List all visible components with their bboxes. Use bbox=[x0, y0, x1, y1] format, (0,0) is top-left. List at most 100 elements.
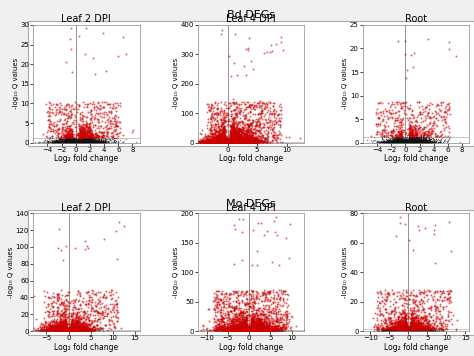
Point bbox=[242, 138, 250, 143]
Point bbox=[92, 139, 100, 145]
Point bbox=[230, 140, 238, 146]
Point bbox=[76, 116, 83, 122]
Point bbox=[433, 138, 440, 144]
Point bbox=[394, 139, 401, 145]
Point bbox=[395, 326, 403, 331]
Point bbox=[61, 328, 69, 334]
Point bbox=[238, 328, 246, 333]
Point bbox=[413, 138, 421, 144]
Point bbox=[203, 140, 210, 145]
Point bbox=[242, 131, 250, 136]
Point bbox=[83, 138, 91, 144]
Point bbox=[265, 328, 273, 334]
Point bbox=[397, 140, 404, 145]
Point bbox=[402, 140, 410, 145]
Point bbox=[237, 328, 244, 334]
Point bbox=[240, 328, 247, 334]
Point bbox=[111, 137, 119, 143]
Point bbox=[213, 140, 220, 145]
Point bbox=[217, 139, 224, 145]
Point bbox=[233, 138, 240, 144]
Point bbox=[229, 139, 237, 145]
Point bbox=[86, 138, 93, 144]
Point bbox=[246, 328, 254, 334]
Point bbox=[77, 134, 84, 140]
Point bbox=[89, 140, 97, 145]
Point bbox=[227, 140, 235, 145]
Point bbox=[65, 328, 73, 333]
Point bbox=[250, 328, 258, 334]
Point bbox=[406, 140, 413, 146]
Point bbox=[413, 327, 420, 333]
Point bbox=[252, 328, 260, 334]
Point bbox=[422, 139, 430, 145]
Point bbox=[66, 137, 73, 143]
Point bbox=[397, 328, 405, 333]
Point bbox=[241, 139, 248, 145]
Point bbox=[250, 325, 258, 331]
Point bbox=[226, 328, 233, 333]
Point bbox=[401, 328, 409, 334]
Point bbox=[80, 320, 88, 326]
Point bbox=[84, 139, 91, 145]
Point bbox=[67, 140, 75, 146]
Point bbox=[262, 328, 269, 333]
Point bbox=[386, 319, 393, 325]
Point bbox=[79, 139, 87, 145]
Point bbox=[220, 298, 228, 303]
Point bbox=[254, 138, 262, 144]
Point bbox=[400, 328, 408, 334]
Point bbox=[424, 328, 431, 334]
Point bbox=[78, 138, 85, 144]
Point bbox=[89, 139, 97, 145]
Point bbox=[392, 328, 400, 334]
Point bbox=[256, 328, 264, 333]
Point bbox=[46, 325, 53, 331]
Y-axis label: -log₁₀ Q values: -log₁₀ Q values bbox=[13, 58, 18, 109]
Point bbox=[217, 136, 224, 142]
Point bbox=[402, 326, 410, 332]
Point bbox=[69, 325, 76, 331]
Point bbox=[414, 328, 422, 334]
Point bbox=[213, 134, 221, 140]
Point bbox=[229, 131, 237, 137]
Point bbox=[402, 327, 410, 333]
Point bbox=[394, 323, 402, 329]
Point bbox=[223, 138, 230, 144]
Point bbox=[219, 139, 226, 145]
Point bbox=[220, 139, 228, 145]
Point bbox=[257, 327, 264, 333]
Point bbox=[65, 325, 73, 331]
Point bbox=[78, 134, 86, 140]
Point bbox=[391, 328, 399, 334]
Point bbox=[383, 139, 390, 145]
Point bbox=[69, 138, 76, 144]
Point bbox=[65, 140, 73, 145]
Point bbox=[395, 328, 403, 333]
Point bbox=[417, 138, 425, 144]
Point bbox=[436, 138, 444, 144]
Point bbox=[405, 328, 413, 334]
Point bbox=[242, 324, 249, 330]
Point bbox=[262, 327, 269, 333]
Point bbox=[247, 328, 255, 334]
Point bbox=[437, 114, 445, 120]
Point bbox=[249, 328, 256, 334]
Point bbox=[220, 140, 228, 145]
Point bbox=[260, 326, 268, 332]
Point bbox=[228, 138, 236, 144]
Point bbox=[383, 139, 390, 145]
Point bbox=[409, 138, 417, 144]
Point bbox=[233, 140, 240, 145]
Point bbox=[405, 296, 413, 302]
Point bbox=[399, 327, 406, 333]
Point bbox=[65, 328, 73, 334]
Point bbox=[408, 108, 416, 114]
Point bbox=[66, 140, 74, 145]
Point bbox=[243, 314, 250, 320]
Point bbox=[262, 319, 269, 324]
Point bbox=[248, 323, 256, 329]
Point bbox=[229, 137, 237, 143]
Point bbox=[77, 328, 85, 334]
Point bbox=[385, 139, 392, 145]
